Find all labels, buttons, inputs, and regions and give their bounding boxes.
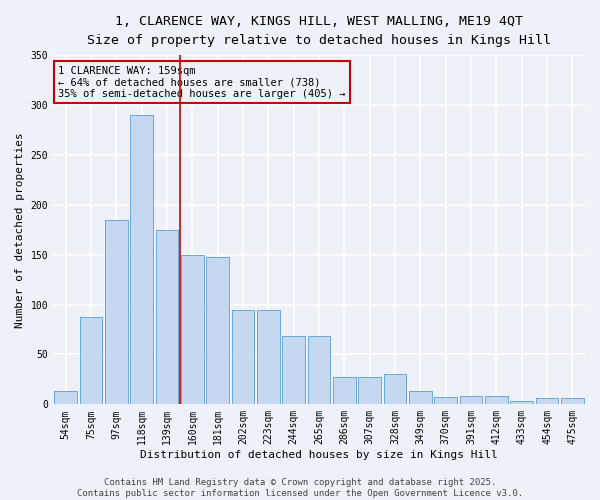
Bar — [383, 374, 406, 404]
Bar — [409, 392, 432, 404]
Bar — [55, 392, 77, 404]
Bar — [561, 398, 584, 404]
Bar — [536, 398, 559, 404]
Bar — [232, 310, 254, 404]
Bar — [282, 336, 305, 404]
Text: 1 CLARENCE WAY: 159sqm
← 64% of detached houses are smaller (738)
35% of semi-de: 1 CLARENCE WAY: 159sqm ← 64% of detached… — [58, 66, 346, 99]
Bar — [460, 396, 482, 404]
Bar — [434, 398, 457, 404]
Bar — [105, 220, 128, 404]
Bar — [485, 396, 508, 404]
Bar — [155, 230, 178, 404]
Bar — [333, 378, 356, 404]
X-axis label: Distribution of detached houses by size in Kings Hill: Distribution of detached houses by size … — [140, 450, 498, 460]
Y-axis label: Number of detached properties: Number of detached properties — [15, 132, 25, 328]
Bar — [181, 254, 204, 404]
Bar — [308, 336, 331, 404]
Bar — [257, 310, 280, 404]
Bar — [206, 256, 229, 404]
Bar — [358, 378, 381, 404]
Bar — [510, 402, 533, 404]
Bar — [130, 115, 153, 405]
Text: Contains HM Land Registry data © Crown copyright and database right 2025.
Contai: Contains HM Land Registry data © Crown c… — [77, 478, 523, 498]
Bar — [80, 316, 103, 404]
Title: 1, CLARENCE WAY, KINGS HILL, WEST MALLING, ME19 4QT
Size of property relative to: 1, CLARENCE WAY, KINGS HILL, WEST MALLIN… — [87, 15, 551, 47]
